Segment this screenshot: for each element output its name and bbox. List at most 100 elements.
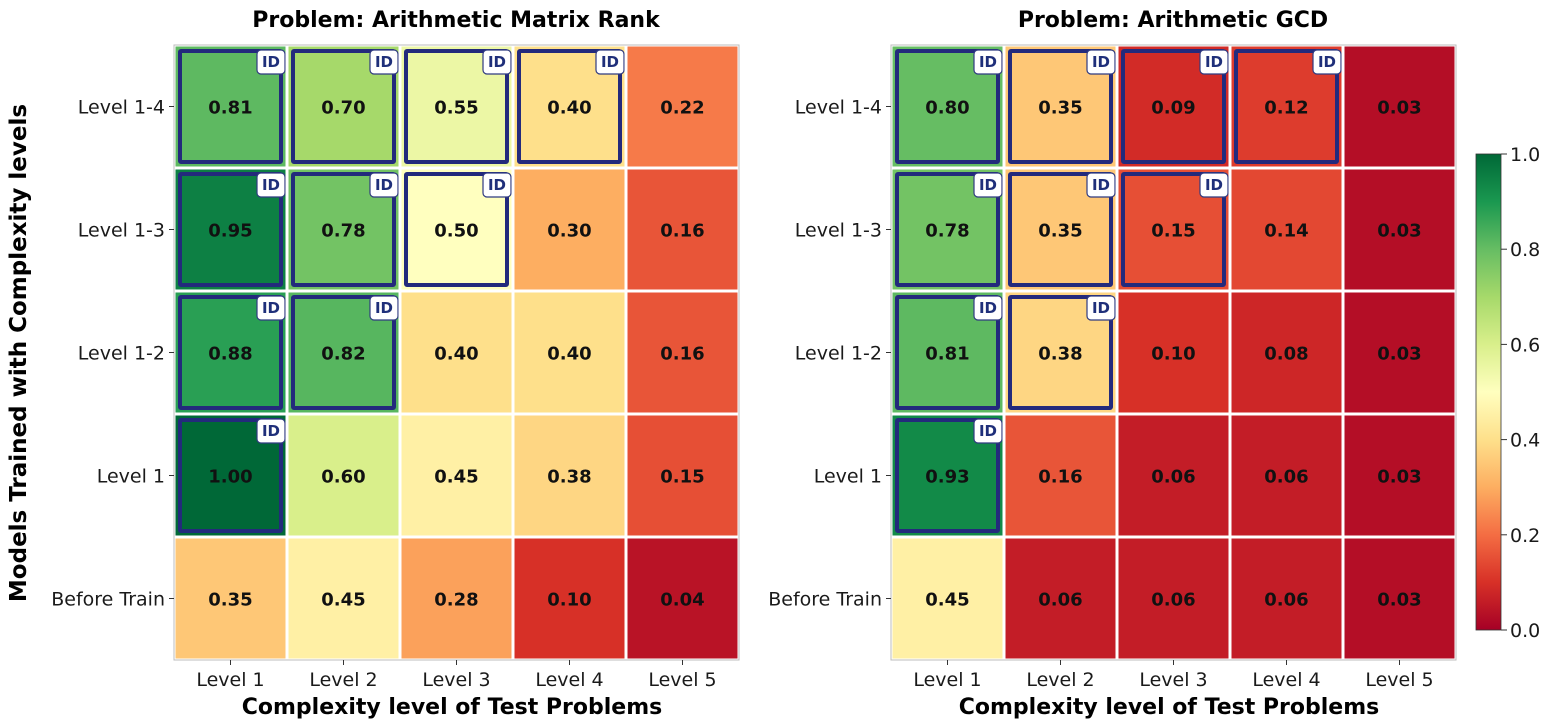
heatmap-cell: ID 0.95	[172, 166, 289, 293]
cell-fill	[285, 412, 402, 539]
cell-fill	[511, 166, 628, 293]
cell-value-label: 0.45	[321, 590, 365, 611]
cell-fill	[1228, 412, 1345, 539]
id-badge-box	[482, 49, 512, 75]
id-badge: ID	[369, 295, 399, 321]
heatmap-cell: ID 0.35	[1002, 166, 1119, 293]
heatmap-cell: ID 0.12	[1228, 43, 1345, 170]
id-badge-label: ID	[375, 299, 393, 317]
x-tick-labels: Level 1 Level 2 Level 3 Level 4 Level 5	[913, 660, 1434, 691]
heatmap-cell: ID 0.40	[511, 43, 628, 170]
x-axis-label: Complexity level of Test Problems	[959, 695, 1380, 720]
cell-value-label: 0.45	[925, 590, 969, 611]
id-badge: ID	[369, 49, 399, 75]
id-badge-box	[256, 418, 286, 444]
cell-value-label: 0.38	[1038, 344, 1082, 365]
id-badge-label: ID	[979, 299, 997, 317]
id-badge-box	[1199, 49, 1229, 75]
cell-value-label: 0.38	[547, 467, 591, 488]
cell-fill	[1228, 166, 1345, 293]
id-border	[291, 172, 396, 287]
id-border	[895, 49, 1000, 164]
cell-value-label: 0.35	[208, 590, 252, 611]
id-badge-label: ID	[601, 53, 619, 71]
id-border	[291, 49, 396, 164]
id-badge-box	[482, 172, 512, 198]
cell-fill	[1341, 412, 1458, 539]
colorbar-gradient	[1475, 153, 1502, 631]
cell-value-label: 0.08	[1264, 344, 1308, 365]
heatmap-cell: 0.03	[1341, 166, 1458, 293]
x-tick-label: Level 3	[422, 669, 490, 691]
id-badge-label: ID	[1092, 299, 1110, 317]
cell-fill	[398, 289, 515, 416]
id-badge-box	[1086, 172, 1116, 198]
id-badge: ID	[256, 418, 286, 444]
id-badge: ID	[256, 49, 286, 75]
id-badge-box	[973, 172, 1003, 198]
cell-value-label: 0.03	[1377, 590, 1421, 611]
id-badge: ID	[1312, 49, 1342, 75]
id-badge: ID	[482, 49, 512, 75]
cell-value-label: 0.35	[1038, 221, 1082, 242]
y-axis-label: Models Trained with Complexity levels	[6, 104, 32, 602]
id-border	[517, 49, 622, 164]
heatmap-cell: 0.06	[1228, 412, 1345, 539]
heatmap-cell: 0.30	[511, 166, 628, 293]
cell-fill	[398, 412, 515, 539]
heatmap-cell: ID 0.93	[889, 412, 1006, 539]
colorbar-tick-label: 1.0	[1510, 144, 1540, 166]
heatmap-cell: ID 0.78	[889, 166, 1006, 293]
cell-value-label: 0.60	[321, 467, 365, 488]
id-badge-box	[369, 49, 399, 75]
colorbar: 0.0 0.2 0.4 0.6 0.8 1.0	[1475, 144, 1540, 642]
cell-value-label: 0.82	[321, 344, 365, 365]
id-border	[404, 49, 509, 164]
id-badge-label: ID	[488, 176, 506, 194]
x-tick-label: Level 1	[913, 669, 981, 691]
heatmap-cell: ID 0.70	[285, 43, 402, 170]
cell-value-label: 0.06	[1038, 590, 1082, 611]
cell-fill	[1341, 43, 1458, 170]
heatmap-cell: 0.16	[624, 166, 741, 293]
x-tick-label: Level 4	[1252, 669, 1320, 691]
id-border	[178, 172, 283, 287]
cell-value-label: 0.06	[1151, 467, 1195, 488]
x-axis-label: Complexity level of Test Problems	[242, 695, 663, 720]
cell-value-label: 0.93	[925, 467, 969, 488]
cell-value-label: 0.40	[547, 98, 591, 119]
heatmap-cell: 0.45	[285, 535, 402, 662]
heatmap-cell: ID 0.55	[398, 43, 515, 170]
id-badge-box	[973, 418, 1003, 444]
cell-value-label: 0.35	[1038, 98, 1082, 119]
heatmap-cell: 0.35	[172, 535, 289, 662]
heatmap-cell: 0.04	[624, 535, 741, 662]
id-border	[178, 418, 283, 533]
cell-value-label: 0.78	[321, 221, 365, 242]
id-border	[291, 295, 396, 410]
cell-value-label: 1.00	[208, 467, 252, 488]
x-tick-labels: Level 1 Level 2 Level 3 Level 4 Level 5	[196, 660, 717, 691]
cell-value-label: 0.03	[1377, 98, 1421, 119]
cell-value-label: 0.14	[1264, 221, 1308, 242]
colorbar-tick-label: 0.4	[1510, 430, 1540, 452]
x-tick-label: Level 1	[196, 669, 264, 691]
y-tick-label: Level 1-2	[795, 343, 882, 365]
id-border	[895, 295, 1000, 410]
id-badge-label: ID	[262, 53, 280, 71]
id-badge-label: ID	[1205, 53, 1223, 71]
id-badge: ID	[256, 295, 286, 321]
cell-value-label: 0.04	[660, 590, 704, 611]
cell-value-label: 0.03	[1377, 467, 1421, 488]
heatmap-cell: ID 0.88	[172, 289, 289, 416]
y-tick-labels: Level 1-4 Level 1-3 Level 1-2 Level 1 Before…	[51, 97, 174, 611]
y-tick-label: Level 1-3	[795, 220, 882, 242]
x-tick-label: Level 4	[535, 669, 603, 691]
y-tick-label: Before Train	[51, 589, 165, 611]
cell-value-label: 0.06	[1264, 590, 1308, 611]
id-badge: ID	[1199, 49, 1229, 75]
cell-value-label: 0.16	[660, 344, 704, 365]
heatmap-cell: 0.10	[511, 535, 628, 662]
id-border	[1121, 172, 1226, 287]
